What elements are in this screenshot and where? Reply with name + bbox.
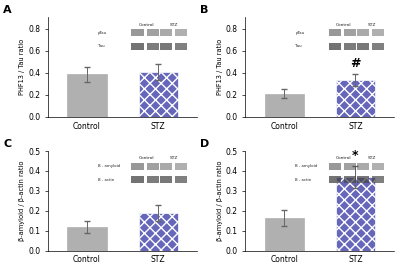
Text: C: C	[3, 139, 11, 149]
Y-axis label: PHF13 / Tau ratio: PHF13 / Tau ratio	[216, 39, 222, 95]
Text: D: D	[200, 139, 210, 149]
Text: *: *	[352, 149, 358, 162]
Bar	[67, 227, 106, 251]
Bar	[265, 94, 304, 117]
Text: B: B	[200, 5, 209, 15]
Text: A: A	[3, 5, 12, 15]
Text: #: #	[350, 57, 360, 70]
Bar	[336, 80, 375, 117]
Y-axis label: β-amyloid / β-actin ratio: β-amyloid / β-actin ratio	[19, 161, 25, 241]
Bar	[67, 75, 106, 117]
Bar	[336, 177, 375, 251]
Y-axis label: PHF13 / Tau ratio: PHF13 / Tau ratio	[19, 39, 25, 95]
Bar	[138, 213, 178, 251]
Y-axis label: β-amyloid / β-actin ratio: β-amyloid / β-actin ratio	[216, 161, 222, 241]
Bar	[138, 72, 178, 117]
Bar	[265, 218, 304, 251]
